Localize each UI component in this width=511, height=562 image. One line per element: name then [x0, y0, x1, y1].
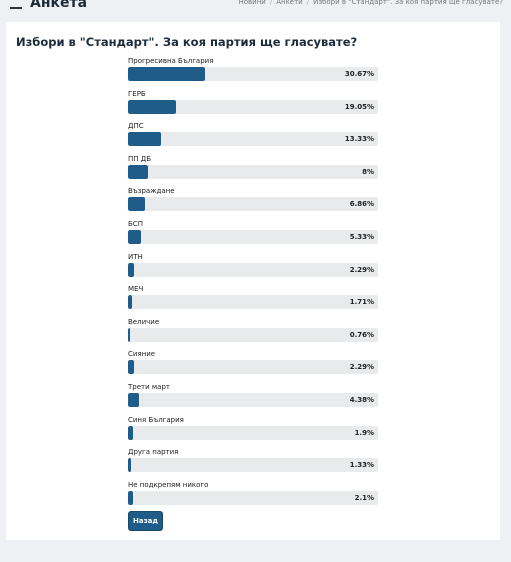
bar: [128, 327, 130, 342]
option-label: Възраждане: [128, 187, 175, 196]
bar: [128, 425, 133, 440]
separator: /: [306, 0, 310, 6]
option-label: Не подкрепям никого: [128, 480, 209, 489]
option-label: Синя България: [128, 415, 184, 424]
bar-track: [128, 67, 378, 81]
poll-option: Друга партия 1.33%: [128, 448, 378, 478]
poll-option: ГЕРБ 19.05%: [128, 90, 378, 120]
percent-label: 6.86%: [349, 200, 374, 209]
poll-option: Прогресивна България 30.67%: [128, 57, 378, 87]
bar-track: [128, 458, 378, 473]
bar: [128, 99, 176, 114]
bar-track: [128, 490, 378, 505]
option-label: Величие: [128, 317, 160, 326]
poll-option: Трети март 4.38%: [128, 383, 378, 413]
bar-track: [128, 197, 378, 212]
percent-label: 8%: [362, 167, 374, 176]
bar-track: [128, 164, 378, 179]
breadcrumb[interactable]: Избори в "Стандарт". За коя партия ще гл…: [313, 0, 503, 6]
bar: [128, 197, 146, 212]
percent-label: 2.29%: [349, 363, 374, 372]
bar: [128, 67, 205, 81]
percent-label: 2.1%: [354, 493, 374, 502]
bar-track: [128, 360, 378, 375]
percent-label: 1.9%: [354, 428, 374, 437]
option-label: Трети март: [128, 383, 170, 391]
percent-label: 13.33%: [344, 135, 374, 144]
bar-track: [128, 327, 378, 342]
bar: [128, 230, 142, 244]
bar: [128, 393, 139, 407]
header-line: [10, 7, 22, 9]
option-label: ДПС: [128, 122, 144, 131]
bar-track: [128, 99, 378, 114]
bar: [128, 490, 134, 505]
back-button[interactable]: Назад: [128, 511, 163, 531]
bar-track: [128, 132, 378, 147]
poll-option: Величие 0.76%: [128, 318, 378, 348]
poll-option: Синя България 1.9%: [128, 416, 378, 446]
percent-label: 30.67%: [344, 70, 374, 78]
poll-option: ИТН 2.29%: [128, 253, 378, 283]
bar: [128, 360, 134, 375]
separator: /: [269, 0, 273, 6]
poll-card: Избори в "Стандарт". За коя партия ще гл…: [6, 22, 500, 540]
percent-label: 2.29%: [349, 265, 374, 274]
poll-option: ПП ДБ 8%: [128, 155, 378, 185]
option-label: Друга партия: [128, 448, 179, 457]
option-label: БСП: [128, 220, 143, 228]
poll-question: Избори в "Стандарт". За коя партия ще гл…: [16, 35, 358, 49]
bar: [128, 262, 134, 277]
percent-label: 1.33%: [349, 461, 374, 470]
percent-label: 19.05%: [344, 102, 374, 111]
percent-label: 1.71%: [349, 298, 374, 307]
option-label: Сияние: [128, 350, 156, 359]
bar-track: [128, 262, 378, 277]
percent-label: 4.38%: [349, 396, 374, 404]
bar-track: [128, 425, 378, 440]
poll-option: МЕЧ 1.71%: [128, 285, 378, 315]
bar-track: [128, 393, 378, 407]
poll-option: Възраждане 6.86%: [128, 187, 378, 217]
bar: [128, 295, 133, 310]
option-label: МЕЧ: [128, 285, 144, 294]
percent-label: 5.33%: [349, 233, 374, 241]
poll-option: ДПС 13.33%: [128, 122, 378, 152]
breadcrumb[interactable]: Анкети: [276, 0, 303, 6]
bar-track: [128, 295, 378, 310]
bar: [128, 164, 148, 179]
option-label: ГЕРБ: [128, 89, 146, 98]
poll-option: БСП 5.33%: [128, 220, 378, 250]
breadcrumb[interactable]: Новини: [238, 0, 266, 6]
poll-option: Не подкрепям никого 2.1%: [128, 481, 378, 511]
option-label: ИТН: [128, 252, 143, 261]
poll-option: Сияние 2.29%: [128, 350, 378, 380]
option-label: ПП ДБ: [128, 154, 152, 163]
percent-label: 0.76%: [349, 330, 374, 339]
bar: [128, 132, 162, 147]
bar-track: [128, 230, 378, 244]
option-label: Прогресивна България: [128, 57, 214, 65]
page-title: Анкета: [30, 0, 88, 11]
breadcrumbs: Новини / Анкети / Избори в "Стандарт". За ко…: [238, 0, 503, 6]
bar: [128, 458, 132, 473]
